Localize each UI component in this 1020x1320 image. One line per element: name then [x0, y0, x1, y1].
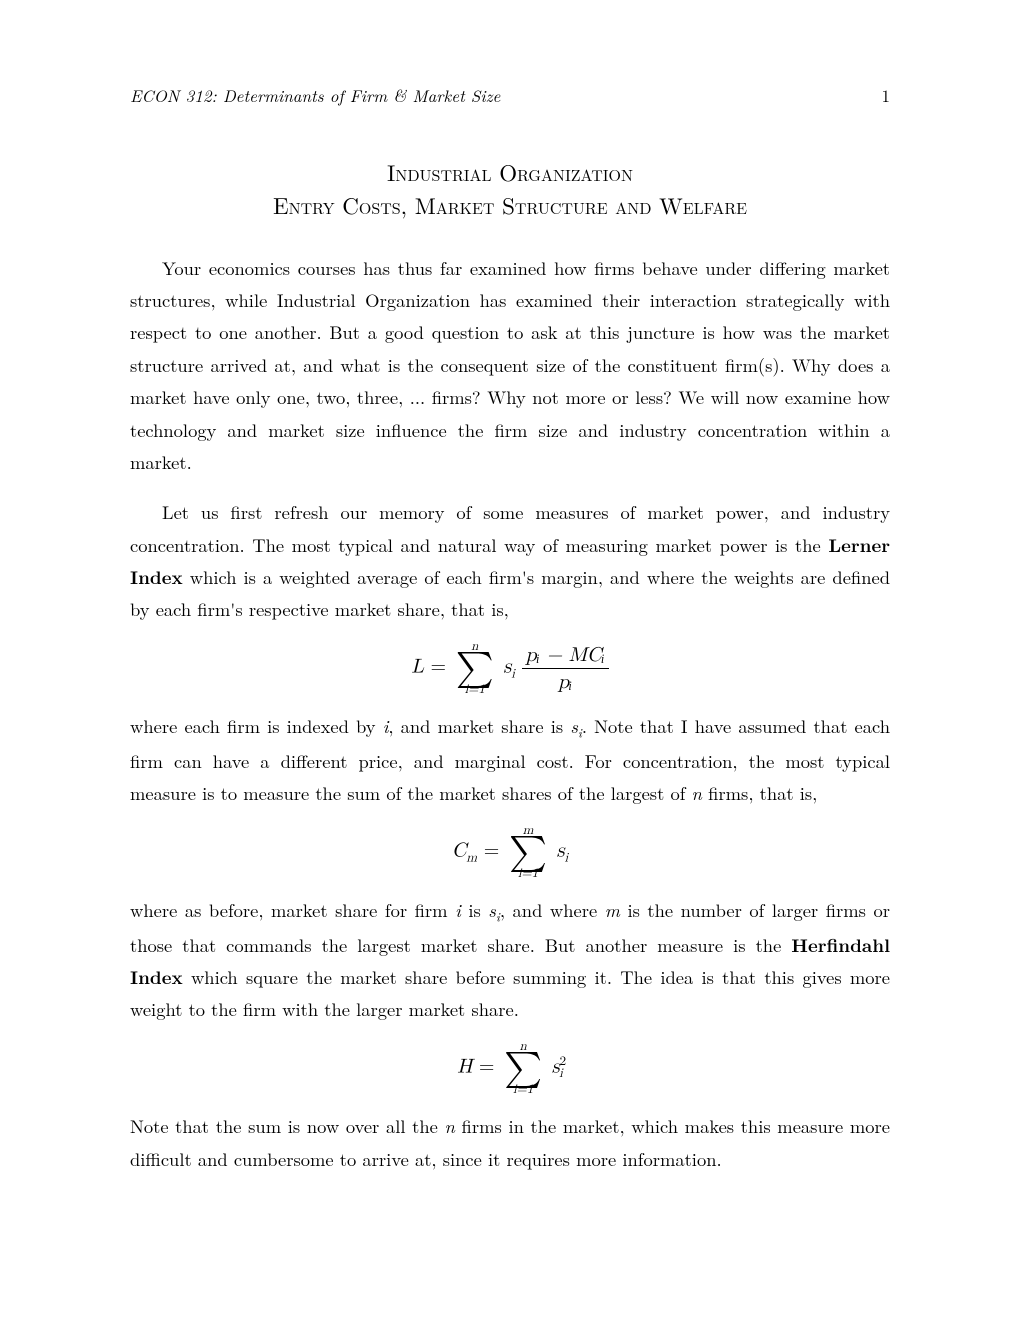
page: ECON 312: Determinants of Firm & Market …	[0, 0, 1020, 1320]
term: s	[557, 840, 565, 860]
equals: =	[484, 840, 506, 860]
var-s: s	[570, 713, 578, 739]
lhs: L	[411, 656, 424, 676]
lhs-sub: m	[466, 851, 477, 864]
text: , and market share is	[388, 713, 570, 739]
text: Note that the sum is now over all the	[130, 1113, 445, 1139]
sum-symbol: n ∑ i=1	[456, 640, 494, 697]
text: where each firm is indexed by	[130, 713, 383, 739]
frac-num: pᵢ − MCᵢ	[522, 644, 609, 669]
title-line-1: Industrial Organization	[130, 155, 890, 188]
text: Let us first refresh our memory of some …	[130, 499, 890, 557]
lhs: C	[452, 840, 466, 860]
text: firms, that is,	[702, 780, 817, 806]
equation-lerner: L = n ∑ i=1 si pᵢ − MCᵢ pᵢ	[130, 640, 890, 697]
var-n: n	[445, 1113, 455, 1139]
term-sup: 2	[560, 1055, 567, 1068]
running-header: ECON 312: Determinants of Firm & Market …	[130, 83, 890, 107]
sum-symbol: n ∑ i=1	[504, 1040, 542, 1097]
text: which is a weighted average of each firm…	[130, 564, 890, 622]
sum-symbol: m ∑ i=1	[509, 824, 547, 881]
paragraph-final: Note that the sum is now over all the n …	[130, 1110, 890, 1175]
title-line-2: Entry Costs, Market Structure and Welfar…	[130, 188, 890, 221]
sigma-icon: ∑	[456, 653, 494, 684]
paragraph-after-lerner: where each firm is indexed by i, and mar…	[130, 710, 890, 809]
paragraph-intro: Your economics courses has thus far exam…	[130, 252, 890, 479]
equation-herfindahl: H = n ∑ i=1 s2i	[130, 1040, 890, 1097]
page-number: 1	[882, 83, 891, 107]
document-title: Industrial Organization Entry Costs, Mar…	[130, 155, 890, 222]
var-n: n	[692, 780, 702, 806]
text: , and where	[500, 897, 605, 923]
term-sub: i	[559, 1067, 563, 1080]
text: which square the market share before sum…	[130, 964, 890, 1022]
var-m: m	[605, 897, 620, 923]
var-s: s	[488, 897, 496, 923]
paragraph-after-conc: where as before, market share for firm i…	[130, 894, 890, 1026]
sigma-icon: ∑	[509, 837, 547, 868]
lhs: H	[457, 1056, 472, 1076]
term-sub: i	[565, 851, 569, 864]
text: where as before, market share for firm	[130, 897, 455, 923]
fraction: pᵢ − MCᵢ pᵢ	[522, 644, 609, 693]
frac-den: pᵢ	[522, 669, 609, 693]
paragraph-lerner-intro: Let us first refresh our memory of some …	[130, 496, 890, 626]
text: is	[461, 897, 489, 923]
equation-concentration: Cm = m ∑ i=1 si	[130, 824, 890, 881]
running-title: ECON 312: Determinants of Firm & Market …	[130, 83, 500, 107]
coef-sub: i	[511, 667, 515, 680]
sigma-icon: ∑	[504, 1053, 542, 1084]
equals: =	[479, 1056, 501, 1076]
equals: =	[431, 656, 453, 676]
